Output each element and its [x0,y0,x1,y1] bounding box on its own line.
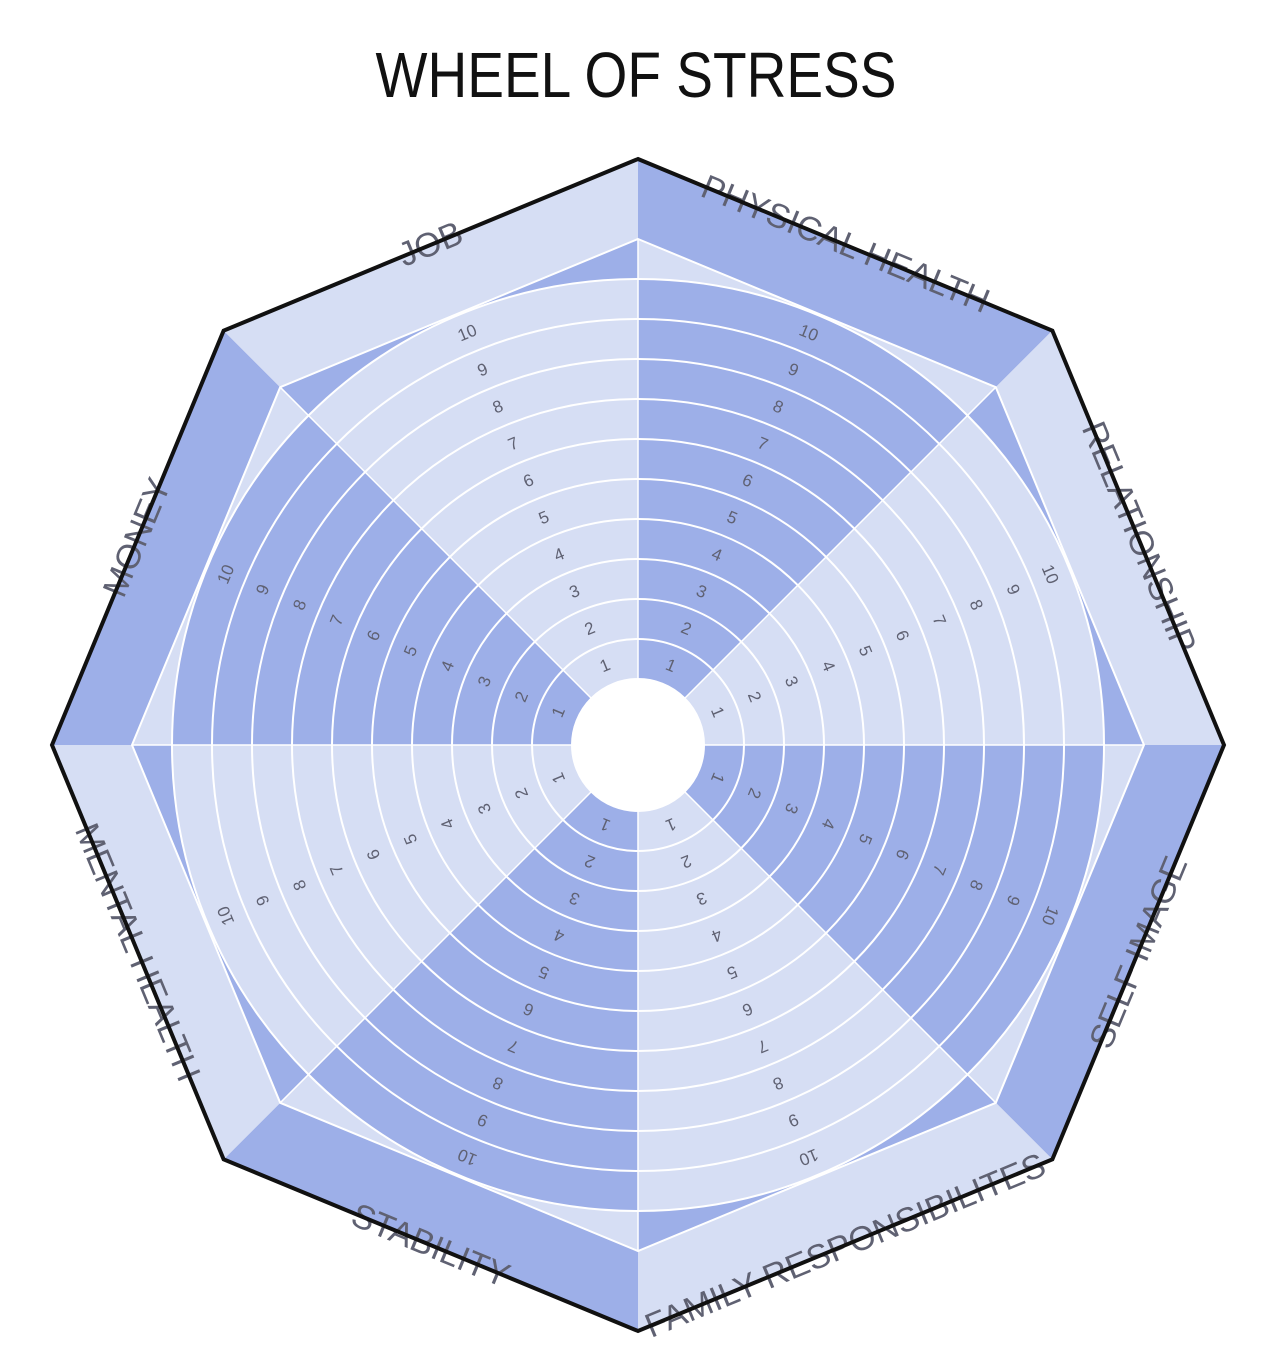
spoke-line-2 [637,386,997,746]
sector-group [52,159,1224,1331]
spoke-line-4 [637,744,997,1104]
segment-wedge-6 [172,745,638,1075]
spoke-line-8 [279,386,639,746]
segment-wedge-8 [308,279,638,745]
page-title: WHEEL OF STRESS [375,39,897,111]
segment-wedge-2 [638,415,1104,745]
center-hole [572,679,704,811]
segment-wedge-7 [172,415,638,745]
spoke-group [132,239,1144,1251]
segment-wedge-3 [638,745,1104,1075]
spoke-line-6 [279,744,639,1104]
segment-wedge-5 [308,745,638,1211]
segment-wedge-1 [638,279,968,745]
segment-wedge-4 [638,745,968,1211]
octagon-outline [49,156,1227,1334]
